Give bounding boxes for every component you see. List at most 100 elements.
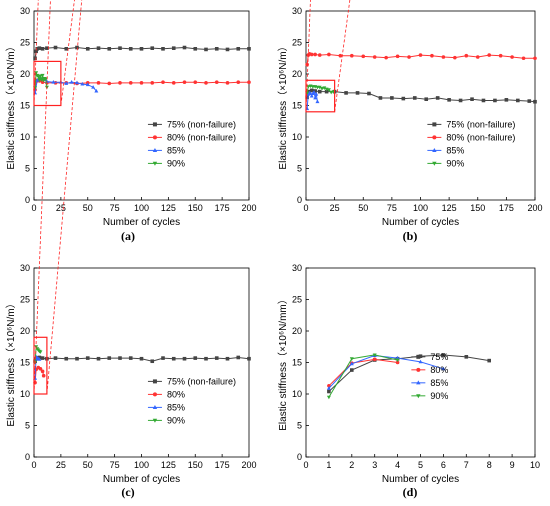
x-tick-label: 175 <box>215 203 230 213</box>
data-point <box>372 55 377 59</box>
data-point <box>94 88 99 93</box>
y-tick-label: 25 <box>292 38 302 48</box>
x-tick-label: 50 <box>83 460 93 470</box>
data-point <box>96 356 101 361</box>
data-point <box>327 389 331 394</box>
panel-label: (b) <box>403 229 418 243</box>
x-tick-label: 75 <box>110 460 120 470</box>
data-point <box>324 89 329 94</box>
legend-label: 85% <box>430 378 448 388</box>
data-point <box>367 91 371 96</box>
data-point <box>441 55 446 59</box>
data-point <box>464 355 469 359</box>
legend-label: 85% <box>446 145 464 155</box>
data-point <box>91 85 96 89</box>
chart-panel-d: 0 1 2 3 4 5 6 7 8 9 10 0 5 10 15 20 25 30 Number of cycles… <box>277 263 540 499</box>
data-point <box>247 80 251 84</box>
data-point <box>527 99 532 103</box>
data-point <box>75 45 79 50</box>
x-tick-label: 150 <box>188 460 203 470</box>
y-tick-label: 30 <box>292 263 302 273</box>
x-tick-label: 7 <box>464 460 469 470</box>
data-point <box>38 367 43 371</box>
y-tick-label: 30 <box>292 6 302 16</box>
y-axis-label: Elastic stiffness（×10⁶N/m） <box>5 41 17 169</box>
data-point <box>53 356 58 360</box>
data-point <box>533 99 537 104</box>
data-point <box>40 369 45 374</box>
legend-label: 90% <box>167 415 185 425</box>
data-point <box>128 47 133 51</box>
x-tick-label: 200 <box>241 203 256 213</box>
x-axis-label: Number of cycles <box>103 474 180 485</box>
x-tick-label: 100 <box>134 460 149 470</box>
data-point <box>247 47 251 51</box>
x-tick-label: 125 <box>161 460 176 470</box>
legend-marker <box>152 379 157 384</box>
legend-marker <box>152 148 158 152</box>
data-point <box>493 98 497 103</box>
y-tick-label: 15 <box>292 358 302 368</box>
data-point <box>487 53 492 57</box>
legend-label: 80% <box>430 365 448 375</box>
data-point <box>80 81 85 86</box>
data-point <box>38 74 43 79</box>
data-point <box>236 80 241 84</box>
data-point <box>150 46 155 50</box>
plot-frame <box>305 10 536 201</box>
data-point <box>214 356 219 360</box>
data-point <box>395 358 400 363</box>
data-point <box>236 355 241 360</box>
series-line <box>306 89 536 103</box>
x-tick-label: 200 <box>241 460 256 470</box>
chart-panel-a: 0 25 50 75 100 125 150 175 200 0 5 10 15 20 25 30 Number… <box>5 0 257 243</box>
plot-frame <box>33 267 250 458</box>
data-point <box>326 386 331 390</box>
data-point <box>40 356 45 360</box>
data-point <box>349 357 354 361</box>
x-tick-label: 8 <box>487 460 492 470</box>
data-point <box>118 356 122 360</box>
legend-marker <box>432 122 437 127</box>
legend-label: 75% <box>430 352 448 362</box>
data-point <box>236 47 241 51</box>
data-point <box>329 90 334 95</box>
data-point <box>349 361 354 366</box>
data-point <box>53 45 58 50</box>
data-point <box>193 356 198 360</box>
legend: 75% (non-failure) 80% (non-failure) 85% 90% <box>147 119 236 168</box>
legend-label: 75% (non-failure) <box>167 119 236 129</box>
data-point <box>424 97 429 101</box>
data-point <box>36 75 41 79</box>
data-point <box>247 356 251 361</box>
y-tick-label: 10 <box>292 132 302 142</box>
data-point <box>313 52 317 57</box>
data-point <box>361 54 366 59</box>
data-point <box>51 80 56 84</box>
zoom-connector <box>33 0 51 395</box>
x-tick-label: 125 <box>161 203 176 213</box>
data-point <box>320 87 325 91</box>
x-tick-label: 0 <box>303 203 308 213</box>
data-point <box>107 81 112 86</box>
data-point <box>453 55 457 60</box>
data-point <box>182 356 187 361</box>
legend: 75% (non-failure) 80% 85% 90% <box>147 376 236 425</box>
data-point <box>38 350 43 354</box>
series-line <box>328 354 398 398</box>
data-point <box>193 80 198 84</box>
data-point <box>305 62 309 67</box>
x-tick-label: 1 <box>326 460 331 470</box>
legend-label: 90% <box>430 391 448 401</box>
x-axis-label: Number of cycles <box>382 217 459 228</box>
series-line <box>328 355 444 389</box>
data-point <box>326 395 331 400</box>
data-point <box>41 373 46 378</box>
series-line <box>328 358 398 387</box>
data-point <box>516 98 520 103</box>
legend-label: 90% <box>446 158 464 168</box>
legend-label: 85% <box>167 145 185 155</box>
data-point <box>338 53 343 58</box>
x-tick-label: 2 <box>349 460 354 470</box>
data-point <box>161 80 165 84</box>
